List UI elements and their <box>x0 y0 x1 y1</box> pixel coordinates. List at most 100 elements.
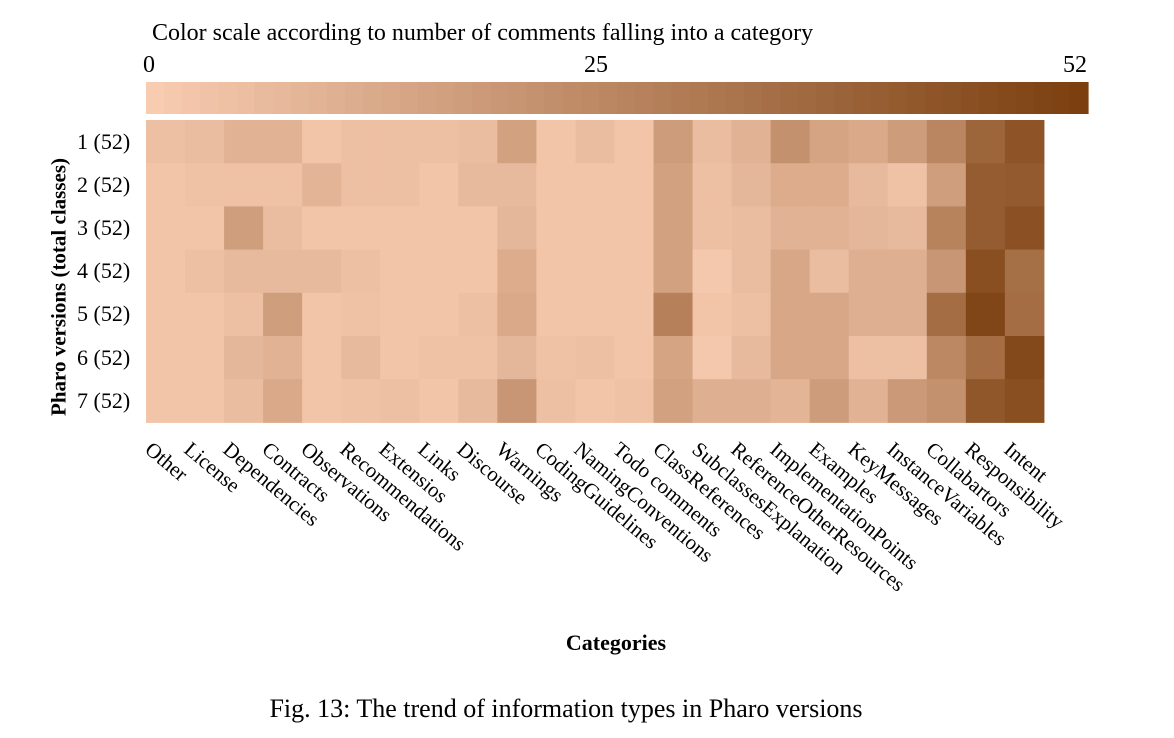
heatmap-cell <box>302 336 342 380</box>
heatmap-cell <box>731 292 772 337</box>
heatmap-cell <box>458 206 498 251</box>
color-scale-step <box>725 82 745 114</box>
heatmap-cell <box>536 336 576 380</box>
heatmap-cell <box>926 379 967 423</box>
color-scale-step <box>218 82 238 114</box>
heatmap-cell <box>146 206 186 251</box>
heatmap-cell <box>848 379 889 423</box>
color-scale-step <box>345 82 364 114</box>
color-scale-step <box>635 82 654 114</box>
heatmap-cell <box>224 292 264 337</box>
heatmap-cell <box>614 163 655 207</box>
heatmap-cell <box>809 292 850 337</box>
heatmap-cell <box>224 379 264 423</box>
heatmap-cell <box>380 163 420 207</box>
color-scale-step <box>671 82 691 114</box>
heatmap-cell <box>341 249 381 294</box>
heatmap-cell <box>263 206 303 251</box>
heatmap-cell <box>848 206 889 251</box>
color-scale-step <box>472 82 491 114</box>
heatmap-cell <box>146 379 186 423</box>
heatmap-cell <box>809 120 850 164</box>
heatmap-cell <box>887 292 928 337</box>
heatmap-cell <box>263 292 303 337</box>
heatmap-cell <box>965 336 1006 380</box>
heatmap-cell <box>146 163 186 207</box>
heatmap-cell <box>458 292 498 337</box>
heatmap-cell <box>575 163 615 207</box>
heatmap-cell <box>341 206 381 251</box>
heatmap-cell <box>185 379 225 423</box>
heatmap-cell <box>419 206 459 251</box>
color-scale-step <box>1033 82 1053 114</box>
color-scale-step <box>562 82 582 114</box>
heatmap-cell <box>458 120 498 164</box>
heatmap-cell <box>497 163 537 207</box>
heatmap-cell <box>965 163 1006 207</box>
color-scale-step <box>435 82 455 114</box>
heatmap-cell <box>341 336 381 380</box>
heatmap-cell <box>1004 336 1045 380</box>
color-scale-step <box>979 82 999 114</box>
heatmap-cell <box>692 120 733 164</box>
y-tick-label: 1 (52) <box>77 128 131 154</box>
heatmap-cell <box>380 206 420 251</box>
heatmap-cell <box>614 292 655 337</box>
heatmap-cell <box>965 292 1006 337</box>
heatmap-cell <box>1004 379 1045 423</box>
color-scale-step <box>943 82 962 114</box>
heatmap-cell <box>341 379 381 423</box>
heatmap-cell <box>653 206 694 251</box>
heatmap-cell <box>731 206 772 251</box>
y-tick-label: 6 (52) <box>77 344 131 370</box>
heatmap-cell <box>965 206 1006 251</box>
y-tick-label: 3 (52) <box>77 215 131 240</box>
heatmap-cell <box>380 292 420 337</box>
heatmap-cell <box>848 292 889 337</box>
heatmap-cell <box>848 120 889 164</box>
heatmap-cell <box>848 336 889 380</box>
heatmap-cell <box>380 249 420 294</box>
heatmap-cell <box>653 163 694 207</box>
heatmap-cell <box>224 206 264 251</box>
heatmap-cell <box>809 206 850 251</box>
heatmap-cell <box>341 163 381 207</box>
color-scale-step <box>363 82 383 114</box>
color-scale-bar <box>146 82 1089 114</box>
color-scale-step <box>598 82 618 114</box>
color-scale-step <box>580 82 600 114</box>
color-scale-step <box>309 82 328 114</box>
heatmap-cell <box>380 120 420 164</box>
heatmap-cell <box>536 163 576 207</box>
heatmap-cell <box>692 336 733 380</box>
heatmap-cell <box>575 292 615 337</box>
heatmap-cell <box>692 249 733 294</box>
color-scale-min-label: 0 <box>143 52 155 78</box>
heatmap-cell <box>419 336 459 380</box>
heatmap-cell <box>653 249 694 294</box>
color-scale-step <box>544 82 564 114</box>
color-scale-mid-label: 25 <box>584 52 608 78</box>
color-scale-step <box>834 82 854 114</box>
heatmap-cell <box>770 249 811 294</box>
heatmap-cell <box>458 379 498 423</box>
heatmap-cell <box>185 292 225 337</box>
heatmap-cell <box>497 379 537 423</box>
heatmap-cell <box>419 292 459 337</box>
color-scale-step <box>707 82 727 114</box>
y-tick-label: 2 (52) <box>77 171 131 197</box>
heatmap-cell <box>497 336 537 380</box>
color-scale-step <box>182 82 201 114</box>
color-scale-step <box>1051 82 1071 114</box>
color-scale-step <box>653 82 672 114</box>
color-scale-step <box>1015 82 1035 114</box>
heatmap-cell <box>887 163 928 207</box>
color-scale-step <box>689 82 709 114</box>
heatmap-cell <box>536 292 576 337</box>
heatmap-cell <box>887 379 928 423</box>
color-scale-step <box>146 82 165 114</box>
heatmap-cell <box>185 249 225 294</box>
heatmap-cell <box>614 249 655 294</box>
y-axis-title: Pharo versions (total classes) <box>46 158 71 416</box>
heatmap-cell <box>731 249 772 294</box>
